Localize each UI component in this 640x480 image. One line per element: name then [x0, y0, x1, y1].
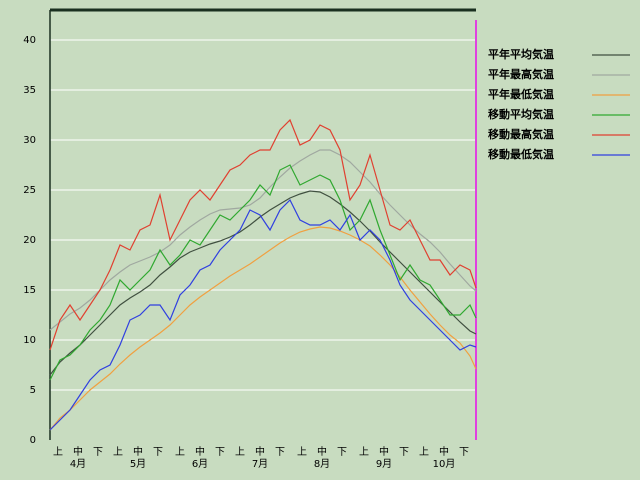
- series-line: [49, 118, 477, 351]
- month-label: 6月: [192, 458, 208, 470]
- legend-label: 移動最低気温: [488, 147, 554, 161]
- y-tick-label: 20: [23, 235, 36, 246]
- x-tick-label: 中: [195, 445, 205, 458]
- y-tick-label: 25: [23, 185, 36, 196]
- y-tick-label: 5: [30, 385, 36, 396]
- series-line: [49, 149, 477, 331]
- y-tick-label: 0: [30, 435, 36, 446]
- x-tick-label: 中: [379, 445, 389, 458]
- month-label: 10月: [433, 458, 456, 470]
- x-tick-label: 上: [113, 446, 123, 458]
- x-tick-label: 上: [297, 446, 307, 458]
- month-label: 8月: [314, 458, 330, 470]
- x-tick-label: 下: [93, 447, 103, 458]
- legend-label: 平年平均気温: [488, 47, 554, 61]
- x-tick-label: 下: [153, 447, 163, 458]
- x-tick-label: 下: [399, 447, 409, 458]
- series-line: [49, 164, 477, 381]
- x-tick-label: 下: [215, 447, 225, 458]
- legend-label: 平年最低気温: [488, 87, 554, 101]
- x-tick-label: 中: [255, 445, 265, 458]
- x-tick-label: 上: [53, 446, 63, 458]
- x-tick-label: 中: [317, 445, 327, 458]
- x-tick-label: 中: [73, 445, 83, 458]
- y-tick-label: 30: [23, 135, 36, 146]
- y-tick-label: 35: [23, 85, 36, 96]
- x-tick-label: 上: [175, 446, 185, 458]
- legend-label: 移動最高気温: [488, 127, 554, 141]
- y-tick-label: 40: [23, 35, 36, 46]
- series-line: [49, 226, 477, 431]
- legend-label: 平年最高気温: [488, 67, 554, 81]
- month-label: 5月: [130, 458, 146, 470]
- series-line: [49, 190, 477, 376]
- y-tick-label: 10: [23, 335, 36, 346]
- month-label: 9月: [376, 458, 392, 470]
- x-tick-label: 上: [235, 446, 245, 458]
- x-tick-label: 上: [419, 446, 429, 458]
- x-tick-label: 下: [275, 447, 285, 458]
- x-tick-label: 下: [337, 447, 347, 458]
- x-tick-label: 上: [359, 446, 369, 458]
- series-line: [49, 198, 477, 431]
- y-tick-label: 15: [23, 285, 36, 296]
- legend-label: 移動平均気温: [488, 107, 554, 121]
- month-label: 7月: [252, 458, 268, 470]
- x-tick-label: 中: [133, 445, 143, 458]
- x-tick-label: 中: [439, 445, 449, 458]
- month-label: 4月: [70, 458, 86, 470]
- x-tick-label: 下: [459, 447, 469, 458]
